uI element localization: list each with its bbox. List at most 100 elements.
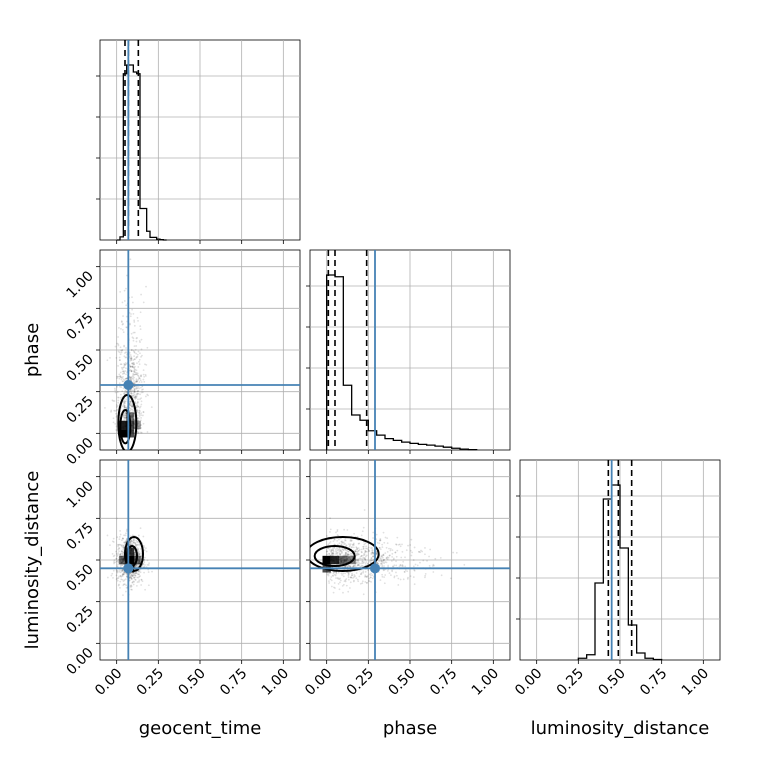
sample-point [129, 365, 132, 368]
sample-point [119, 574, 122, 577]
histogram-step [326, 274, 478, 451]
sample-point [128, 544, 131, 546]
sample-point [135, 564, 138, 567]
sample-point [129, 368, 132, 371]
sample-point [133, 373, 136, 376]
sample-point [341, 585, 344, 587]
sample-point [350, 540, 353, 542]
sample-point [138, 553, 141, 556]
sample-point [124, 363, 127, 366]
sample-point [412, 576, 415, 578]
sample-point [353, 560, 356, 563]
sample-point [136, 576, 139, 579]
sample-point [365, 575, 368, 578]
sample-point [123, 573, 125, 576]
sample-point [140, 348, 143, 351]
sample-point [123, 406, 126, 408]
sample-point [137, 405, 140, 408]
sample-point [119, 580, 122, 583]
sample-point [355, 549, 357, 551]
sample-point [336, 577, 339, 579]
sample-point [359, 562, 361, 565]
sample-point [331, 552, 334, 555]
sample-point [122, 403, 125, 406]
sample-point [122, 594, 124, 597]
sample-point [132, 574, 135, 577]
sample-point [333, 538, 336, 540]
sample-point [136, 373, 139, 376]
sample-point [381, 543, 384, 546]
y-tick-label: 0.25 [63, 603, 96, 636]
sample-point [136, 390, 139, 393]
sample-point [349, 587, 351, 589]
y-tick-label: 1.00 [63, 478, 96, 511]
sample-point [136, 544, 139, 546]
sample-point [129, 359, 132, 362]
sample-point [118, 575, 120, 578]
sample-point [130, 359, 133, 361]
sample-point [118, 543, 121, 546]
sample-point [348, 564, 351, 567]
sample-point [114, 561, 116, 564]
sample-point [129, 541, 132, 544]
sample-point [129, 365, 131, 368]
sample-point [331, 552, 334, 555]
sample-point [123, 405, 126, 407]
sample-point [386, 556, 389, 558]
sample-point [386, 551, 389, 553]
sample-point [120, 321, 123, 323]
sample-point [136, 402, 139, 405]
sample-point [139, 375, 142, 377]
sample-point [428, 564, 431, 567]
y-tick-label: 0.75 [63, 310, 96, 343]
sample-point [129, 541, 131, 544]
sample-point [357, 564, 360, 566]
sample-point [137, 576, 140, 579]
sample-point [142, 369, 145, 372]
sample-point [145, 395, 147, 398]
sample-point [125, 584, 128, 587]
sample-point [138, 387, 140, 390]
sample-point [133, 363, 136, 365]
sample-point [390, 574, 392, 577]
sample-point [349, 543, 352, 546]
sample-point [116, 577, 119, 580]
sample-point [117, 560, 120, 563]
sample-point [129, 576, 132, 579]
sample-point [139, 325, 142, 327]
sample-point [129, 376, 132, 379]
sample-point [380, 554, 383, 557]
sample-point [123, 413, 125, 416]
sample-point [115, 412, 117, 415]
panel-frames: 0.000.250.500.751.000.00 0.25 0.50 0.75 1.00… [63, 39, 721, 699]
sample-point [125, 351, 127, 354]
sample-point [137, 427, 140, 430]
sample-point [410, 538, 413, 541]
sample-point [339, 553, 342, 555]
sample-point [353, 544, 355, 546]
sample-point [376, 562, 379, 565]
sample-point [378, 546, 381, 549]
sample-point [381, 565, 384, 568]
sample-point [134, 373, 137, 376]
x-tick-label: 0.50 [385, 666, 418, 699]
sample-point [347, 571, 350, 574]
sample-point [383, 541, 386, 544]
sample-point [118, 377, 121, 380]
sample-point [117, 552, 120, 555]
sample-point [350, 555, 353, 557]
sample-point [133, 363, 135, 366]
sample-point [352, 543, 355, 546]
sample-point [340, 540, 343, 543]
sample-point [366, 576, 368, 578]
sample-point [351, 574, 354, 577]
sample-point [129, 543, 132, 545]
sample-point [121, 390, 124, 393]
sample-point [129, 576, 132, 579]
sample-point [132, 394, 134, 397]
sample-point [120, 569, 123, 572]
sample-point [125, 540, 128, 542]
sample-point [116, 565, 119, 568]
sample-point [122, 572, 125, 575]
sample-point [336, 530, 339, 533]
